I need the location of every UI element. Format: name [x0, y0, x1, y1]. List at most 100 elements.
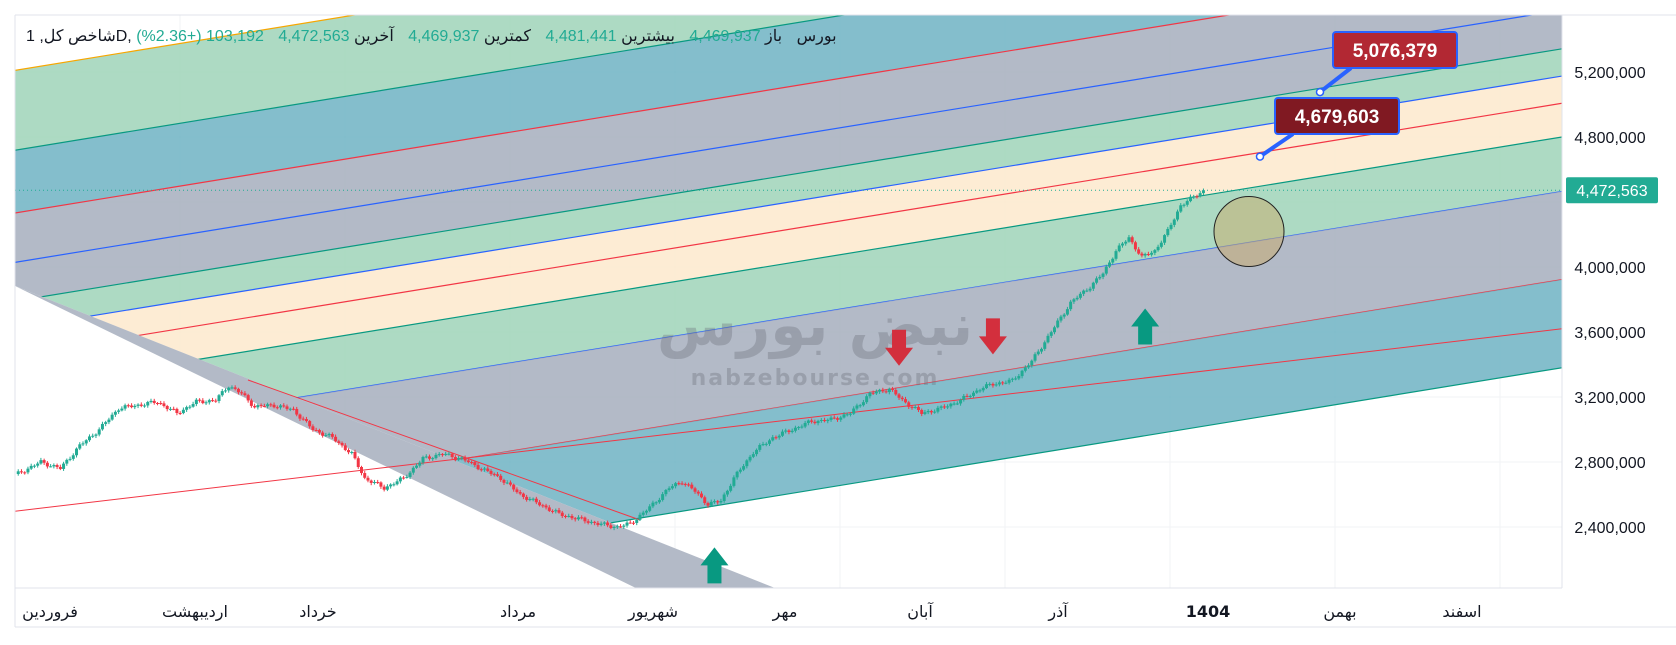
candle: [16, 471, 20, 475]
candle: [65, 459, 69, 464]
fib-band: [15, 48, 1562, 329]
candle: [130, 405, 134, 408]
candle: [68, 458, 72, 460]
candle: [1124, 241, 1128, 244]
close-label: آخرین: [353, 28, 394, 45]
candle: [434, 454, 438, 459]
candle: [583, 517, 587, 522]
candle: [865, 396, 869, 403]
candle: [978, 390, 982, 392]
time-tick-label: خرداد: [299, 602, 336, 622]
candle: [168, 408, 172, 410]
candle: [295, 408, 299, 415]
candle: [538, 502, 542, 506]
candle: [220, 391, 224, 396]
candle: [395, 481, 399, 485]
target-callout-lower[interactable]: 4,679,603: [1255, 97, 1400, 161]
candle: [923, 412, 927, 414]
candle: [246, 395, 250, 401]
candle: [353, 451, 357, 459]
high-label: بیشترین: [621, 28, 675, 45]
candle: [440, 454, 444, 456]
candle: [1017, 376, 1021, 379]
candle: [687, 484, 691, 486]
candle: [1169, 224, 1173, 229]
candle: [275, 407, 279, 409]
candle: [291, 408, 295, 410]
candle: [696, 491, 700, 494]
candle: [1108, 262, 1112, 267]
candle: [198, 399, 202, 401]
candle: [476, 465, 480, 470]
candle: [612, 526, 616, 528]
candle: [172, 408, 176, 410]
candle: [223, 390, 227, 392]
candle: [554, 510, 558, 512]
candle: [1101, 273, 1105, 277]
candle: [317, 430, 321, 433]
candle: [981, 388, 985, 391]
candle: [761, 444, 765, 446]
candle: [392, 484, 396, 486]
callout-box: [1274, 97, 1400, 135]
candle: [1130, 237, 1134, 243]
target-callout-upper[interactable]: 5,076,379: [1315, 31, 1458, 97]
candle: [479, 469, 483, 471]
candle: [502, 479, 506, 483]
candle: [1056, 320, 1060, 328]
candle: [42, 460, 46, 463]
candle: [499, 475, 503, 480]
candle: [703, 497, 707, 504]
candle: [904, 399, 908, 403]
candle: [625, 522, 629, 526]
candle: [405, 476, 409, 478]
candle: [1201, 190, 1205, 194]
candle: [829, 417, 833, 420]
candle: [994, 384, 998, 386]
callout-anchor[interactable]: [1255, 152, 1265, 161]
candle: [525, 496, 529, 500]
candle: [732, 477, 736, 486]
callout-anchor[interactable]: [1315, 87, 1325, 97]
candle: [418, 462, 422, 466]
candle: [916, 407, 920, 411]
candle: [453, 457, 457, 460]
candle: [823, 419, 827, 422]
candle: [1075, 297, 1079, 300]
candle: [1114, 251, 1118, 259]
candle: [444, 453, 448, 455]
down-arrow-icon: [885, 329, 914, 366]
price-axis[interactable]: 2,400,000 2,800,000 3,200,000 3,600,000 4,00…: [1561, 15, 1676, 627]
candle: [356, 458, 360, 467]
history-area: [15, 15, 775, 588]
candle: [36, 463, 40, 466]
candle: [1156, 246, 1160, 251]
candle: [926, 410, 930, 413]
candle: [683, 483, 687, 485]
candle: [551, 510, 555, 512]
candle: [259, 405, 263, 407]
candle: [622, 525, 626, 527]
time-axis[interactable]: فروردین اردیبهشت خرداد مرداد شهریور مهر آبان آذ…: [0, 14, 1676, 645]
candle: [104, 422, 108, 424]
candle: [366, 477, 370, 481]
time-tick-label: مهر: [772, 602, 798, 622]
fib-band: [15, 103, 1562, 390]
price-tick-label: 5,200,000: [1574, 65, 1645, 82]
candle: [593, 521, 597, 523]
candle: [936, 407, 940, 412]
fib-level-line: [15, 102, 1562, 357]
candle: [810, 420, 814, 422]
candle: [573, 518, 577, 520]
candle: [984, 384, 988, 389]
time-tick-label: فروردین: [22, 602, 78, 622]
symbol-text: شاخص کل, 1D, بورس: [26, 28, 837, 45]
candle: [110, 414, 114, 420]
candlesticks[interactable]: [16, 188, 1205, 531]
candle: [949, 403, 953, 407]
candle: [1166, 228, 1170, 236]
candle: [547, 507, 551, 511]
plot-area[interactable]: نبض بورس nabzebourse.com: [0, 0, 1676, 631]
